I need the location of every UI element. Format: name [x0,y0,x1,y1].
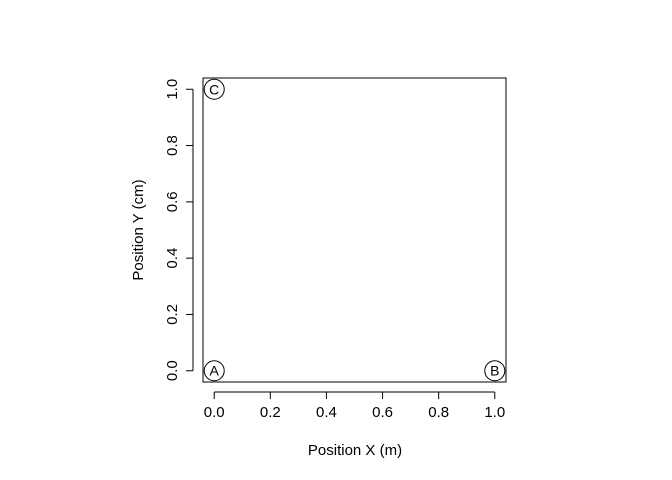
x-tick-label: 0.2 [260,404,281,421]
x-tick-label: 0.6 [372,404,393,421]
point-label-c: C [209,81,219,97]
y-tick-label: 0.2 [164,304,181,325]
point-label-b: B [490,363,499,379]
data-points: A B C [203,78,506,382]
x-tick-label: 0.8 [428,404,449,421]
x-tick-label: 1.0 [484,404,505,421]
point-marker-a [203,360,225,382]
y-tick-label: 1.0 [164,79,181,100]
x-axis: 0.0 0.2 0.4 0.6 0.8 1.0 [204,391,505,421]
point-label-a: A [210,363,220,379]
y-axis: 0.0 0.2 0.4 0.6 0.8 1.0 [164,79,194,381]
x-tick-label: 0.4 [316,404,337,421]
y-axis-label: Position Y (cm) [130,179,147,280]
point-marker-b [484,360,506,382]
y-tick-label: 0.4 [164,248,181,269]
x-axis-label: Position X (m) [308,442,402,459]
plot-box [202,77,507,383]
y-tick-label: 0.6 [164,191,181,212]
x-tick-label: 0.0 [204,404,225,421]
y-tick-label: 0.8 [164,135,181,156]
point-marker-c [203,78,225,100]
y-tick-label: 0.0 [164,360,181,381]
